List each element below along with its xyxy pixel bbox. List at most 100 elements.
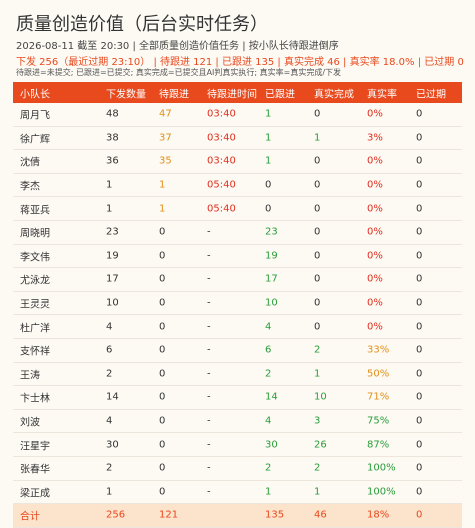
cell: 3% xyxy=(367,132,383,144)
cell: 0 xyxy=(314,155,321,167)
cell: 小队长 xyxy=(20,89,50,100)
cell: 张春华 xyxy=(20,464,50,476)
cell: 1 xyxy=(265,486,272,498)
cell: 0 xyxy=(159,250,166,262)
cell: - xyxy=(207,250,211,262)
cell: 王涛 xyxy=(20,370,40,382)
cell: 0 xyxy=(416,439,423,451)
cell: 38 xyxy=(106,132,119,144)
cell: 1 xyxy=(106,486,113,498)
cell: 0 xyxy=(416,415,423,427)
cell: 26 xyxy=(314,439,327,451)
table-row: 徐广辉 38 37 03:40 1 1 3% 0 xyxy=(13,127,462,151)
cell: 36 xyxy=(106,155,119,167)
cell: - xyxy=(207,391,211,403)
cell: 37 xyxy=(159,132,172,144)
cell: 0 xyxy=(416,509,423,521)
cell: 4 xyxy=(106,415,113,427)
table-row: 张春华 2 0 - 2 2 100% 0 xyxy=(13,457,462,481)
cell: 100% xyxy=(367,486,396,498)
cell: 刘波 xyxy=(20,417,40,429)
cell: 71% xyxy=(367,391,390,403)
cell: 135 xyxy=(265,509,285,521)
cell: 4 xyxy=(106,321,113,333)
cell: 121 xyxy=(159,509,179,521)
cell: - xyxy=(207,486,211,498)
cell: 0% xyxy=(367,250,383,262)
cell: 48 xyxy=(106,108,119,120)
table-row: 汪星宇 30 0 - 30 26 87% 0 xyxy=(13,433,462,457)
cell: 2 xyxy=(314,344,321,356)
cell: 0 xyxy=(416,391,423,403)
table-row: 蒋亚兵 1 1 05:40 0 0 0% 0 xyxy=(13,197,462,221)
cell: 17 xyxy=(106,273,119,285)
table-row: 李文伟 19 0 - 19 0 0% 0 xyxy=(13,245,462,269)
cell: 0 xyxy=(314,297,321,309)
cell: 卞士林 xyxy=(20,393,50,405)
cell: 30 xyxy=(265,439,278,451)
cell: 2 xyxy=(265,462,272,474)
cell: 杜广洋 xyxy=(20,323,50,335)
cell: 待跟进 xyxy=(159,89,189,100)
cell: 50% xyxy=(367,368,390,380)
cell: 0 xyxy=(416,250,423,262)
cell: 0 xyxy=(416,321,423,333)
cell: 6 xyxy=(265,344,272,356)
cell: 蒋亚兵 xyxy=(20,205,50,217)
table-row: 沈倩 36 35 03:40 1 0 0% 0 xyxy=(13,150,462,174)
cell: 0 xyxy=(159,321,166,333)
cell: 真实完成 xyxy=(314,89,354,100)
subtitle: 2026-08-11 截至 20:30 | 全部质量创造价值任务 | 按小队长待… xyxy=(16,41,339,52)
cell: 待跟进时间 xyxy=(207,89,257,100)
cell: 0% xyxy=(367,155,383,167)
cell: 0 xyxy=(416,108,423,120)
cell: 10 xyxy=(314,391,327,403)
cell: 4 xyxy=(265,321,272,333)
cell: 0 xyxy=(416,368,423,380)
cell: 35 xyxy=(159,155,172,167)
cell: 0% xyxy=(367,297,383,309)
cell: 1 xyxy=(159,179,166,191)
cell: - xyxy=(207,226,211,238)
table-row: 杜广洋 4 0 - 4 0 0% 0 xyxy=(13,315,462,339)
cell: 周月飞 xyxy=(20,110,50,122)
cell: 0 xyxy=(314,179,321,191)
cell: 47 xyxy=(159,108,172,120)
cell: 0% xyxy=(367,226,383,238)
cell: 0 xyxy=(416,132,423,144)
cell: 沈倩 xyxy=(20,157,40,169)
cell: 0 xyxy=(159,439,166,451)
cell: 0 xyxy=(159,273,166,285)
cell: 75% xyxy=(367,415,390,427)
cell: 2 xyxy=(106,462,113,474)
cell: 0 xyxy=(416,155,423,167)
cell: 汪星宇 xyxy=(20,441,50,453)
cell: 18% xyxy=(367,509,390,521)
stats: 下发 256（最近过期 23:10） | 待跟进 121 | 已跟进 135 |… xyxy=(16,57,464,68)
header-row: 小队长 下发数量 待跟进 待跟进时间 已跟进 真实完成 真实率 已过期 xyxy=(13,82,462,103)
cell: 徐广辉 xyxy=(20,134,50,146)
cell: 已跟进 xyxy=(265,89,295,100)
cell: 0 xyxy=(159,297,166,309)
cell: 1 xyxy=(159,203,166,215)
cell: 0% xyxy=(367,179,383,191)
cell: 0 xyxy=(416,226,423,238)
table-row: 王涛 2 0 - 2 1 50% 0 xyxy=(13,363,462,387)
cell: 1 xyxy=(265,108,272,120)
cell: 0 xyxy=(314,108,321,120)
cell: 0 xyxy=(159,226,166,238)
cell: - xyxy=(207,415,211,427)
cell: 合计 xyxy=(20,511,40,523)
cell: 30 xyxy=(106,439,119,451)
table-row: 刘波 4 0 - 4 3 75% 0 xyxy=(13,410,462,434)
table-row: 周晓明 23 0 - 23 0 0% 0 xyxy=(13,221,462,245)
cell: 已过期 xyxy=(416,89,446,100)
cell: 1 xyxy=(106,203,113,215)
table-row: 王灵灵 10 0 - 10 0 0% 0 xyxy=(13,292,462,316)
cell: 0% xyxy=(367,321,383,333)
cell: 0 xyxy=(416,273,423,285)
cell: 0% xyxy=(367,108,383,120)
cell: 03:40 xyxy=(207,108,236,120)
cell: 1 xyxy=(314,132,321,144)
cell: 0 xyxy=(416,462,423,474)
